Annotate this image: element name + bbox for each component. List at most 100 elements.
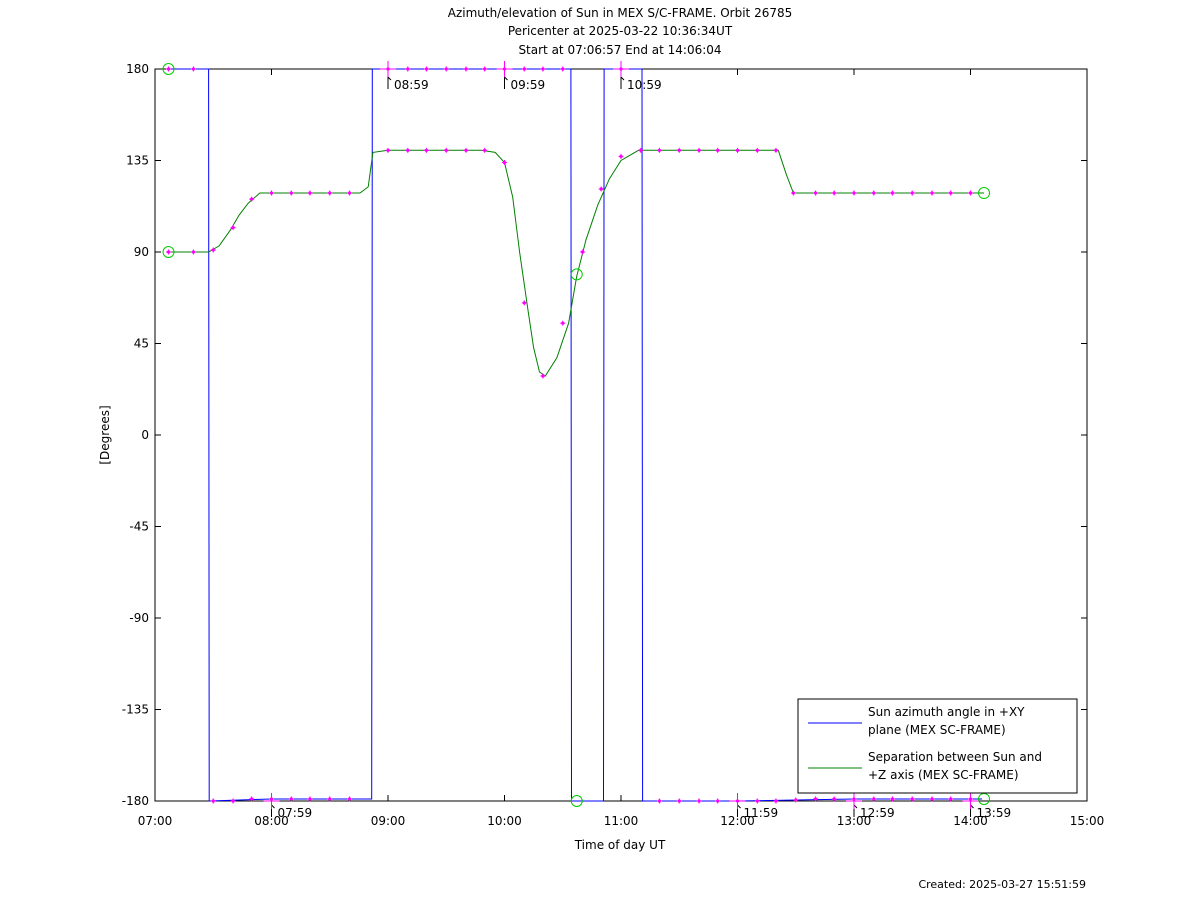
- series-line-1: [168, 149, 984, 377]
- annotation-label: 07:59: [278, 806, 313, 820]
- marker-dot: [716, 148, 720, 152]
- marker-dot: [483, 67, 487, 71]
- marker-dot: [308, 797, 312, 801]
- marker-dot: [191, 67, 196, 71]
- chart-title-line-1: Azimuth/elevation of Sun in MEX S/C-FRAM…: [447, 6, 793, 20]
- marker-dot: [269, 191, 274, 195]
- event-circle-marker: [162, 246, 175, 258]
- data-point-marker: [754, 798, 760, 804]
- data-point-marker: [656, 147, 662, 153]
- data-point-marker: [831, 796, 837, 802]
- data-point-marker: [871, 796, 877, 802]
- series-line-0: [168, 68, 983, 802]
- marker-dot: [328, 797, 332, 801]
- created-timestamp: Created: 2025-03-27 15:51:59: [918, 878, 1086, 891]
- data-point-marker: [307, 796, 313, 802]
- marker-dot: [794, 798, 798, 802]
- marker-dot: [677, 799, 681, 803]
- data-point-marker: [423, 66, 429, 72]
- marker-dot: [930, 797, 934, 801]
- y-tick-label: -135: [122, 703, 149, 717]
- data-point-marker: [754, 147, 760, 153]
- data-point-marker: [598, 186, 604, 192]
- marker-dot: [813, 797, 818, 801]
- data-point-marker: [463, 147, 469, 153]
- marker-dot: [522, 67, 526, 71]
- marker-dot: [561, 321, 565, 325]
- marker-dot: [191, 250, 196, 254]
- marker-dot: [774, 799, 778, 803]
- marker-dot: [347, 797, 352, 801]
- legend-label: Sun azimuth angle in +XY: [868, 705, 1025, 719]
- marker-dot: [166, 250, 171, 254]
- data-point-marker: [385, 147, 391, 153]
- data-point-marker: [190, 249, 196, 255]
- annotation-label: 12:59: [860, 806, 895, 820]
- y-tick-label: 180: [126, 62, 149, 76]
- marker-dot: [464, 148, 468, 152]
- marker-dot: [231, 799, 235, 803]
- data-point-marker: [909, 190, 915, 196]
- event-circle-marker: [570, 268, 583, 281]
- marker-dot: [424, 67, 429, 71]
- data-point-marker: [851, 190, 857, 196]
- annotation-hook: [620, 76, 625, 81]
- marker-dot: [561, 67, 565, 71]
- chart-title-line-3: Start at 07:06:57 End at 14:06:04: [518, 43, 722, 57]
- data-point-marker: [347, 190, 353, 196]
- x-axis-label: Time of day UT: [574, 838, 666, 852]
- marker-dot: [677, 148, 681, 152]
- marker-dot: [406, 148, 410, 152]
- data-point-marker: [560, 320, 566, 326]
- data-point-marker: [656, 798, 662, 804]
- marker-dot: [289, 797, 293, 801]
- y-tick-label: 90: [134, 245, 149, 259]
- chart-title-line-2: Pericenter at 2025-03-22 10:36:34UT: [507, 24, 733, 38]
- marker-dot: [832, 191, 836, 195]
- data-point-marker: [540, 373, 546, 379]
- data-point-marker: [307, 190, 313, 196]
- plot-area: 07:00 08:00 09:00 10:00 11:00 12:00 13:00 14:00…: [122, 61, 1104, 828]
- data-point-marker: [210, 247, 216, 253]
- marker-dot: [308, 191, 312, 195]
- data-point-marker: [793, 797, 799, 803]
- x-tick-label: 10:00: [487, 814, 522, 828]
- data-point-marker: [909, 796, 915, 802]
- data-point-marker: [405, 147, 411, 153]
- data-point-marker: [638, 147, 644, 153]
- data-point-marker: [210, 798, 216, 804]
- marker-dot: [639, 148, 643, 152]
- data-point-marker: [347, 796, 353, 802]
- marker-dot: [424, 148, 429, 152]
- marker-dot: [872, 191, 876, 195]
- marker-dot: [890, 191, 895, 195]
- marker-dot: [697, 148, 701, 152]
- data-point-marker: [696, 147, 702, 153]
- data-point-marker: [288, 190, 294, 196]
- data-point-marker: [948, 190, 954, 196]
- data-point-marker: [813, 796, 819, 802]
- data-point-marker: [948, 796, 954, 802]
- data-point-marker: [482, 147, 488, 153]
- legend: Sun azimuth angle in +XY plane (MEX SC-FR…: [797, 698, 1078, 794]
- data-point-marker: [968, 190, 973, 196]
- y-tick-label: -180: [122, 794, 149, 808]
- data-point-marker: [773, 147, 779, 153]
- annotation-hook: [387, 76, 392, 81]
- data-point-marker: [443, 147, 449, 153]
- event-circle-marker: [162, 63, 175, 75]
- marker-dot: [328, 191, 332, 195]
- data-point-marker: [773, 798, 779, 804]
- annotation-label: 11:59: [744, 806, 779, 820]
- x-tick-label: 09:00: [371, 814, 406, 828]
- marker-dot: [289, 191, 293, 195]
- data-point-marker: [889, 796, 895, 802]
- data-point-marker: [166, 249, 172, 255]
- marker-dot: [930, 191, 934, 195]
- data-point-marker: [540, 66, 546, 72]
- data-point-marker: [560, 66, 566, 72]
- data-point-marker: [249, 796, 255, 802]
- y-tick-label: 135: [126, 154, 149, 168]
- data-point-marker: [443, 66, 449, 72]
- data-point-marker: [735, 147, 740, 153]
